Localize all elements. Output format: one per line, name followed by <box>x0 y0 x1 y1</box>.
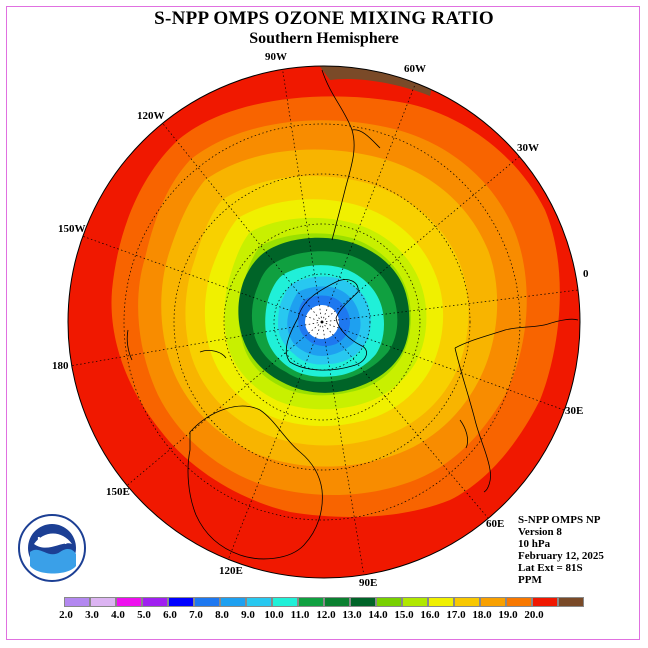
legend-tick-label: 13.0 <box>342 609 362 621</box>
legend-swatch <box>376 597 402 607</box>
legend-swatch <box>454 597 480 607</box>
legend-tick-label: 6.0 <box>163 609 177 621</box>
band-brown-top <box>318 66 432 96</box>
legend-tick-label: 4.0 <box>111 609 125 621</box>
map-title: S-NPP OMPS OZONE MIXING RATIO <box>154 8 494 29</box>
lon-label-90e: 90E <box>359 577 378 589</box>
legend-swatch <box>428 597 454 607</box>
map-subtitle: Southern Hemisphere <box>249 30 399 47</box>
legend-swatch <box>558 597 584 607</box>
legend-tick-label: 17.0 <box>446 609 466 621</box>
legend-swatch <box>142 597 168 607</box>
lon-label-60e: 60E <box>486 518 505 530</box>
info-date: February 12, 2025 <box>518 550 604 562</box>
legend-swatch <box>194 597 220 607</box>
ozone-field <box>68 66 580 578</box>
graticule <box>69 66 579 577</box>
legend-tick-label: 15.0 <box>394 609 414 621</box>
legend-swatch <box>298 597 324 607</box>
legend-tick-label: 16.0 <box>420 609 440 621</box>
lon-label-120w: 120W <box>137 110 165 122</box>
legend-swatch <box>246 597 272 607</box>
info-instrument: S-NPP OMPS NP <box>518 514 601 526</box>
color-legend <box>64 597 584 607</box>
legend-swatch <box>480 597 506 607</box>
legend-tick-label: 19.0 <box>498 609 518 621</box>
coastlines <box>126 69 579 560</box>
legend-swatch <box>532 597 558 607</box>
globe-outline <box>67 65 581 579</box>
noaa-logo-icon: NOAA <box>18 514 86 582</box>
legend-tick-label: 7.0 <box>189 609 203 621</box>
legend-tick-label: 5.0 <box>137 609 151 621</box>
info-pressure: 10 hPa <box>518 538 551 550</box>
legend-swatch <box>402 597 428 607</box>
legend-tick-label: 20.0 <box>524 609 544 621</box>
legend-swatch <box>64 597 90 607</box>
lon-label-120e: 120E <box>219 565 243 577</box>
legend-swatch <box>272 597 298 607</box>
legend-tick-label: 11.0 <box>290 609 310 621</box>
info-lat-extent: Lat Ext = 81S <box>518 562 583 574</box>
legend-bar <box>64 597 584 607</box>
legend-tick-label: 9.0 <box>241 609 255 621</box>
figure-frame <box>6 6 640 640</box>
legend-swatch <box>116 597 142 607</box>
legend-swatch <box>506 597 532 607</box>
legend-tick-label: 3.0 <box>85 609 99 621</box>
lon-label-30e: 30E <box>565 405 584 417</box>
info-unit: PPM <box>518 574 542 586</box>
legend-tick-label: 2.0 <box>59 609 73 621</box>
lon-label-0: 0 <box>583 268 589 280</box>
legend-swatch <box>168 597 194 607</box>
lon-label-60w: 60W <box>404 63 426 75</box>
lon-label-180: 180 <box>52 360 69 372</box>
legend-swatch <box>220 597 246 607</box>
legend-swatch <box>324 597 350 607</box>
legend-tick-label: 10.0 <box>264 609 284 621</box>
lon-label-90w: 90W <box>265 51 287 63</box>
info-panel: S-NPP OMPS NP Version 8 10 hPa February … <box>518 514 604 586</box>
lon-label-30w: 30W <box>517 142 539 154</box>
legend-swatch <box>90 597 116 607</box>
info-version: Version 8 <box>518 526 562 538</box>
legend-tick-label: 12.0 <box>316 609 336 621</box>
legend-tick-label: 18.0 <box>472 609 492 621</box>
lon-label-150e: 150E <box>106 486 130 498</box>
legend-tick-label: 8.0 <box>215 609 229 621</box>
lon-label-150w: 150W <box>58 223 86 235</box>
logo-text: NOAA <box>37 536 66 547</box>
legend-swatch <box>350 597 376 607</box>
legend-tick-label: 14.0 <box>368 609 388 621</box>
